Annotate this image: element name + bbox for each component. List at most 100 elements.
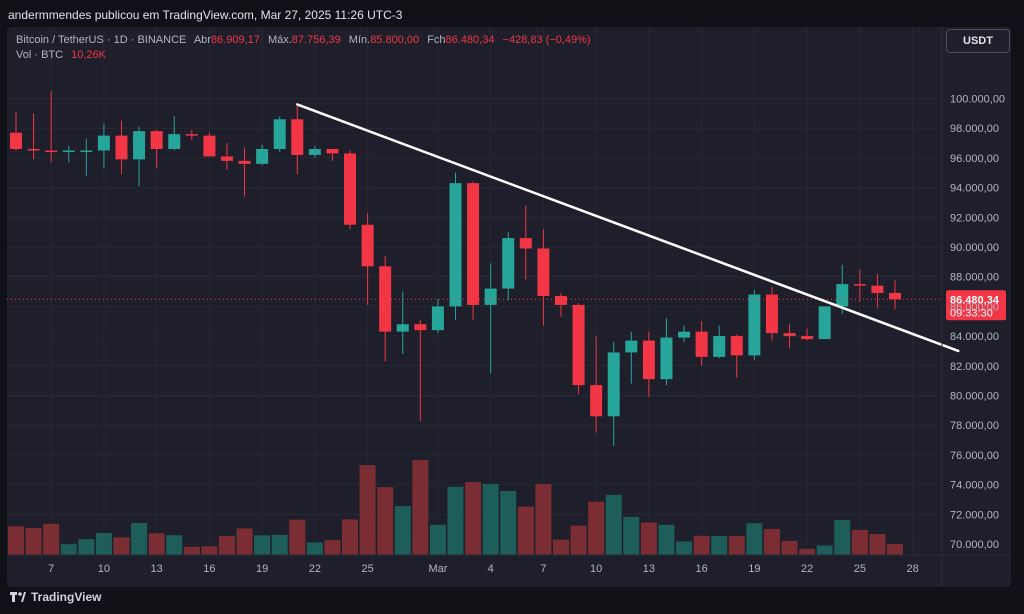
candle-body[interactable] [238, 160, 251, 164]
trend-line[interactable] [296, 103, 960, 353]
candle-body[interactable] [291, 119, 304, 155]
candle-body[interactable] [660, 337, 673, 380]
x-tick-label: 28 [906, 563, 918, 575]
x-tick-label: 10 [98, 563, 110, 575]
candle-body[interactable] [326, 148, 339, 154]
volume-bar [465, 482, 482, 555]
candle-body[interactable] [607, 352, 620, 417]
volume-bar [623, 516, 640, 555]
y-tick-label: 76.000,00 [950, 450, 999, 462]
candle-body[interactable] [256, 148, 269, 164]
candle-body[interactable] [449, 183, 462, 307]
candle-body[interactable] [484, 288, 497, 305]
volume-bar [254, 535, 271, 555]
y-tick-label: 96.000,00 [950, 153, 999, 165]
candle-body[interactable] [467, 183, 480, 305]
volume-bar [552, 539, 569, 555]
volume-bar [289, 519, 306, 555]
candle-body[interactable] [871, 285, 884, 294]
currency-button[interactable]: USDT [946, 29, 1010, 53]
volume-bar [113, 537, 130, 555]
volume-bar [43, 523, 60, 555]
volume-bar [359, 465, 376, 555]
volume-bar [781, 540, 798, 555]
candle-body[interactable] [801, 336, 814, 340]
volume-bar [8, 526, 24, 555]
y-tick-label: 98.000,00 [950, 123, 999, 135]
candle-body[interactable] [678, 331, 691, 338]
x-tick-label: 16 [203, 563, 215, 575]
candle-body[interactable] [713, 336, 726, 357]
candle-body[interactable] [379, 266, 392, 332]
volume-bar [25, 527, 42, 555]
y-tick-label: 92.000,00 [950, 212, 999, 224]
volume-bar [429, 524, 446, 555]
candle-body[interactable] [150, 131, 163, 149]
tradingview-logo[interactable]: TradingView [10, 590, 101, 604]
candle-body[interactable] [748, 294, 761, 356]
candle-body[interactable] [97, 135, 110, 151]
candle-body[interactable] [185, 134, 198, 136]
candle-body[interactable] [765, 294, 778, 334]
candle-body[interactable] [168, 134, 181, 149]
volume-bars [8, 460, 903, 555]
candle-body[interactable] [519, 238, 532, 249]
candle-body[interactable] [818, 306, 831, 340]
tradingview-logo-icon [10, 591, 26, 603]
low-value: 85.800,00 [370, 34, 420, 46]
candle-body[interactable] [220, 156, 233, 161]
candle-body[interactable] [836, 284, 849, 307]
candle-body[interactable] [590, 385, 603, 417]
candle-body[interactable] [10, 132, 22, 149]
candle-body[interactable] [308, 148, 321, 155]
price-tag-countdown: 09:33:30 [950, 307, 993, 319]
volume-bar [588, 501, 605, 555]
candle-body[interactable] [502, 238, 515, 289]
candle-body[interactable] [115, 135, 128, 160]
volume-value: 10,26K [71, 49, 107, 61]
candle-body[interactable] [431, 306, 444, 331]
x-tick-label: 22 [801, 563, 813, 575]
candle-body[interactable] [273, 119, 286, 149]
candle-body[interactable] [889, 292, 901, 300]
y-tick-label: 78.000,00 [950, 420, 999, 432]
candle-body[interactable] [45, 150, 58, 152]
volume-bar [306, 542, 323, 555]
candle-body[interactable] [203, 135, 216, 157]
y-tick-label: 74.000,00 [950, 480, 999, 492]
y-tick-label: 100.000,00 [950, 94, 1005, 106]
candle-body[interactable] [554, 296, 567, 305]
candle-body[interactable] [414, 324, 427, 331]
high-value: 87.756,39 [291, 34, 341, 46]
candle-body[interactable] [783, 333, 796, 337]
y-tick-label: 80.000,00 [950, 391, 999, 403]
x-tick-label: 25 [854, 563, 866, 575]
candle-body[interactable] [537, 248, 550, 297]
y-tick-label: 70.000,00 [950, 539, 999, 551]
volume-bar [218, 536, 235, 555]
candle-body[interactable] [62, 150, 75, 152]
candle-body[interactable] [361, 224, 374, 267]
candle-body[interactable] [572, 304, 585, 386]
candle-body[interactable] [625, 340, 638, 353]
candle-body[interactable] [695, 331, 708, 357]
volume-bar [711, 536, 728, 555]
volume-bar [78, 539, 95, 555]
candle-body[interactable] [853, 284, 866, 286]
candle-body[interactable] [80, 150, 93, 152]
candle-body[interactable] [133, 131, 146, 160]
volume-bar [834, 519, 851, 555]
volume-bar [728, 536, 745, 555]
volume-bar [183, 546, 200, 555]
candle-body[interactable] [642, 340, 655, 380]
chart-panel[interactable]: 86.480,34 09:33:30 70.000,00 72.000,00 74.0… [7, 27, 1011, 587]
candle-body[interactable] [396, 324, 409, 332]
volume-bar [517, 506, 534, 555]
candle-body[interactable] [344, 153, 357, 225]
volume-bar [166, 535, 183, 555]
candle-body[interactable] [27, 148, 40, 151]
candle-body[interactable] [730, 336, 743, 356]
close-value: 86.480,34 [445, 34, 495, 46]
open-label: Abr [193, 34, 211, 46]
